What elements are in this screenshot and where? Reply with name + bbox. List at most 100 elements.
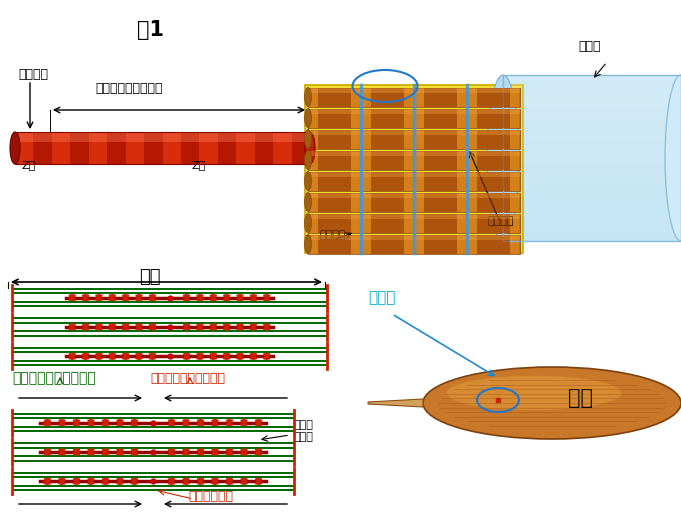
Polygon shape <box>186 295 187 298</box>
Polygon shape <box>244 424 247 426</box>
Bar <box>15 132 310 164</box>
Bar <box>503 86 681 97</box>
Polygon shape <box>257 452 259 455</box>
Polygon shape <box>168 420 172 422</box>
Polygon shape <box>86 356 88 359</box>
Bar <box>503 97 681 108</box>
Polygon shape <box>267 295 270 297</box>
Polygon shape <box>134 424 138 426</box>
Polygon shape <box>99 295 102 297</box>
Polygon shape <box>109 324 112 326</box>
Polygon shape <box>120 481 123 484</box>
Polygon shape <box>240 354 243 356</box>
Polygon shape <box>61 420 63 423</box>
Polygon shape <box>244 449 247 452</box>
Polygon shape <box>224 354 227 357</box>
Polygon shape <box>48 481 50 484</box>
Polygon shape <box>110 324 112 327</box>
Polygon shape <box>250 354 253 356</box>
Polygon shape <box>74 449 76 451</box>
Polygon shape <box>153 354 155 357</box>
Polygon shape <box>229 423 232 426</box>
Polygon shape <box>215 423 217 426</box>
Bar <box>424 234 458 253</box>
Polygon shape <box>137 298 139 301</box>
Polygon shape <box>197 295 200 297</box>
Polygon shape <box>187 324 189 327</box>
Text: 筋節: 筋節 <box>139 268 161 286</box>
Text: 図1: 図1 <box>136 20 163 40</box>
Polygon shape <box>153 328 155 330</box>
Polygon shape <box>72 295 76 297</box>
Polygon shape <box>187 357 190 359</box>
Bar <box>273 132 291 164</box>
Polygon shape <box>44 449 48 451</box>
Polygon shape <box>110 327 112 330</box>
Polygon shape <box>259 420 262 422</box>
Bar <box>503 141 681 153</box>
Polygon shape <box>136 295 139 297</box>
Polygon shape <box>97 354 99 357</box>
Polygon shape <box>241 449 244 451</box>
Polygon shape <box>241 479 244 481</box>
Polygon shape <box>183 357 187 359</box>
Polygon shape <box>256 420 259 423</box>
Polygon shape <box>238 298 240 301</box>
Polygon shape <box>70 327 72 330</box>
Polygon shape <box>197 327 200 330</box>
Polygon shape <box>132 479 134 482</box>
Polygon shape <box>186 482 189 484</box>
Polygon shape <box>200 420 203 423</box>
Polygon shape <box>48 479 50 481</box>
Polygon shape <box>240 299 243 301</box>
Polygon shape <box>125 298 127 301</box>
Polygon shape <box>240 298 242 301</box>
Polygon shape <box>84 324 86 327</box>
Polygon shape <box>259 449 262 451</box>
Polygon shape <box>211 324 213 327</box>
Polygon shape <box>76 453 80 455</box>
Polygon shape <box>215 420 218 422</box>
Polygon shape <box>96 328 99 330</box>
Polygon shape <box>91 453 94 455</box>
Polygon shape <box>264 324 267 326</box>
Polygon shape <box>152 298 153 301</box>
Polygon shape <box>229 423 230 426</box>
Polygon shape <box>169 420 172 423</box>
Ellipse shape <box>304 193 311 211</box>
Polygon shape <box>119 420 121 423</box>
Polygon shape <box>253 356 254 359</box>
Polygon shape <box>89 481 91 484</box>
Polygon shape <box>212 482 215 484</box>
Polygon shape <box>76 449 80 451</box>
Polygon shape <box>226 298 227 301</box>
Polygon shape <box>91 423 93 426</box>
Polygon shape <box>69 357 72 359</box>
Polygon shape <box>152 356 153 359</box>
Polygon shape <box>48 479 50 482</box>
Polygon shape <box>96 299 99 301</box>
Polygon shape <box>45 452 48 455</box>
Polygon shape <box>243 479 245 482</box>
Polygon shape <box>213 356 216 359</box>
Bar <box>477 151 511 170</box>
Polygon shape <box>187 295 190 297</box>
Polygon shape <box>229 481 230 484</box>
Polygon shape <box>242 423 244 426</box>
Polygon shape <box>61 423 63 426</box>
Polygon shape <box>153 298 155 301</box>
Polygon shape <box>253 357 257 359</box>
Polygon shape <box>172 449 174 452</box>
Polygon shape <box>46 452 48 455</box>
Polygon shape <box>259 424 262 426</box>
Polygon shape <box>76 449 78 452</box>
Polygon shape <box>83 354 86 357</box>
Polygon shape <box>70 356 72 359</box>
Polygon shape <box>90 423 92 426</box>
Polygon shape <box>133 479 136 482</box>
Polygon shape <box>86 328 89 330</box>
Polygon shape <box>149 324 153 326</box>
Polygon shape <box>89 452 91 455</box>
Polygon shape <box>200 324 203 326</box>
Polygon shape <box>250 324 253 326</box>
